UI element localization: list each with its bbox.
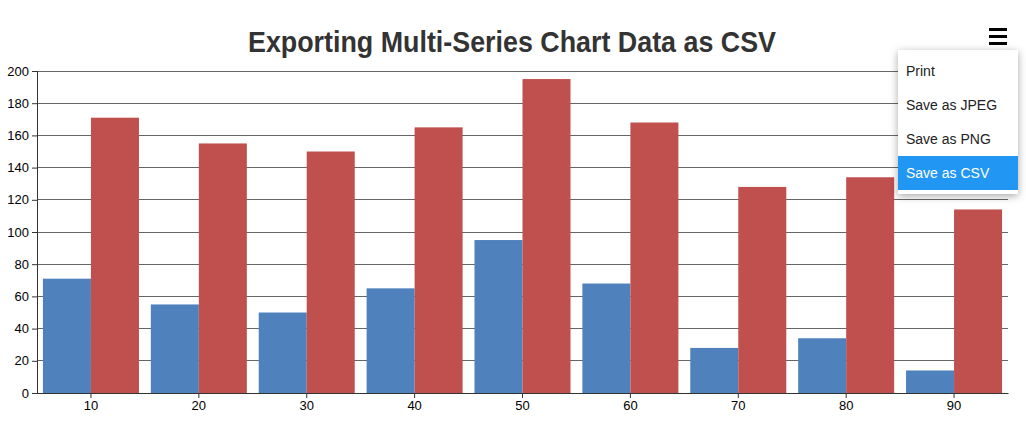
- tick: 180: [7, 96, 37, 111]
- tick: 120: [7, 192, 37, 207]
- bars: [43, 79, 1002, 393]
- tick-label: 10: [84, 398, 98, 413]
- bar: [199, 143, 247, 393]
- grid: [37, 71, 1008, 393]
- tick: 90: [947, 393, 961, 413]
- tick-label: 40: [407, 398, 421, 413]
- series: [43, 240, 954, 393]
- tick-label: 30: [299, 398, 313, 413]
- bar: [954, 209, 1002, 393]
- tick-mark: [32, 168, 37, 169]
- tick: 80: [839, 393, 853, 413]
- tick: 50: [515, 393, 529, 413]
- tick-mark: [32, 71, 37, 72]
- tick-label: 180: [7, 96, 29, 111]
- bar: [415, 127, 463, 393]
- tick: 30: [299, 393, 313, 413]
- axis-line: [37, 72, 38, 394]
- tick-label: 20: [192, 398, 206, 413]
- tick: 80: [15, 257, 37, 272]
- tick-label: 40: [15, 321, 29, 336]
- menu-item[interactable]: Print: [898, 54, 1018, 88]
- bar: [259, 313, 307, 394]
- tick: 0: [22, 386, 37, 401]
- tick-label: 20: [15, 353, 29, 368]
- bar: [307, 152, 355, 394]
- menu-item[interactable]: Save as CSV: [898, 156, 1018, 190]
- tick-mark: [32, 361, 37, 362]
- tick-label: 90: [947, 398, 961, 413]
- tick-label: 140: [7, 160, 29, 175]
- tick-mark: [32, 103, 37, 104]
- tick: 200: [7, 64, 37, 79]
- bar: [630, 123, 678, 393]
- tick: 10: [84, 393, 98, 413]
- tick-label: 50: [515, 398, 529, 413]
- menu-icon-bar: [989, 28, 1007, 31]
- menu-button[interactable]: [989, 28, 1007, 45]
- menu-icon-bar: [989, 42, 1007, 45]
- tick: 60: [15, 289, 37, 304]
- tick-mark: [32, 264, 37, 265]
- axis-line: [37, 71, 38, 393]
- tick: 70: [731, 393, 745, 413]
- tick: 40: [15, 321, 37, 336]
- tick: 20: [15, 353, 37, 368]
- y-axis: 0 20 40 60 80 100 120 140 160 180 200: [7, 64, 37, 401]
- menu: PrintSave as JPEGSave as PNGSave as CSV: [898, 50, 1018, 194]
- bar: [91, 118, 139, 393]
- tick-mark: [32, 296, 37, 297]
- bar: [43, 279, 91, 393]
- bar: [798, 338, 846, 393]
- tick-label: 80: [15, 257, 29, 272]
- bar: [690, 348, 738, 393]
- tick-mark: [32, 200, 37, 201]
- menu-icon-bar: [989, 35, 1007, 38]
- x-axis: 10 20 30 40 50 60 70 80 90: [38, 393, 1009, 413]
- tick: 40: [407, 393, 421, 413]
- series: [91, 79, 1002, 393]
- tick-label: 70: [731, 398, 745, 413]
- bar: [846, 177, 894, 393]
- chart: Exporting Multi-Series Chart Data as CSV…: [0, 0, 1026, 439]
- tick-label: 80: [839, 398, 853, 413]
- tick-label: 120: [7, 192, 29, 207]
- tick-mark: [32, 135, 37, 136]
- tick-mark: [32, 393, 37, 394]
- bar: [523, 79, 571, 393]
- bar: [906, 370, 954, 393]
- title: Exporting Multi-Series Chart Data as CSV: [248, 25, 776, 58]
- tick-label: 100: [7, 225, 29, 240]
- tick: 160: [7, 128, 37, 143]
- menu-item[interactable]: Save as JPEG: [898, 88, 1018, 122]
- tick: 100: [7, 225, 37, 240]
- menu-item[interactable]: Save as PNG: [898, 122, 1018, 156]
- bar: [738, 187, 786, 393]
- tick-label: 160: [7, 128, 29, 143]
- tick-label: 0: [22, 386, 29, 401]
- tick-mark: [32, 329, 37, 330]
- tick: 60: [623, 393, 637, 413]
- bar: [582, 284, 630, 393]
- bar: [151, 304, 199, 393]
- bar: [367, 288, 415, 393]
- tick-label: 60: [15, 289, 29, 304]
- tick: 140: [7, 160, 37, 175]
- tick: 20: [192, 393, 206, 413]
- grid-line: [37, 71, 1008, 72]
- bar: [474, 240, 522, 393]
- tick-label: 60: [623, 398, 637, 413]
- tick-label: 200: [7, 64, 29, 79]
- tick-mark: [32, 232, 37, 233]
